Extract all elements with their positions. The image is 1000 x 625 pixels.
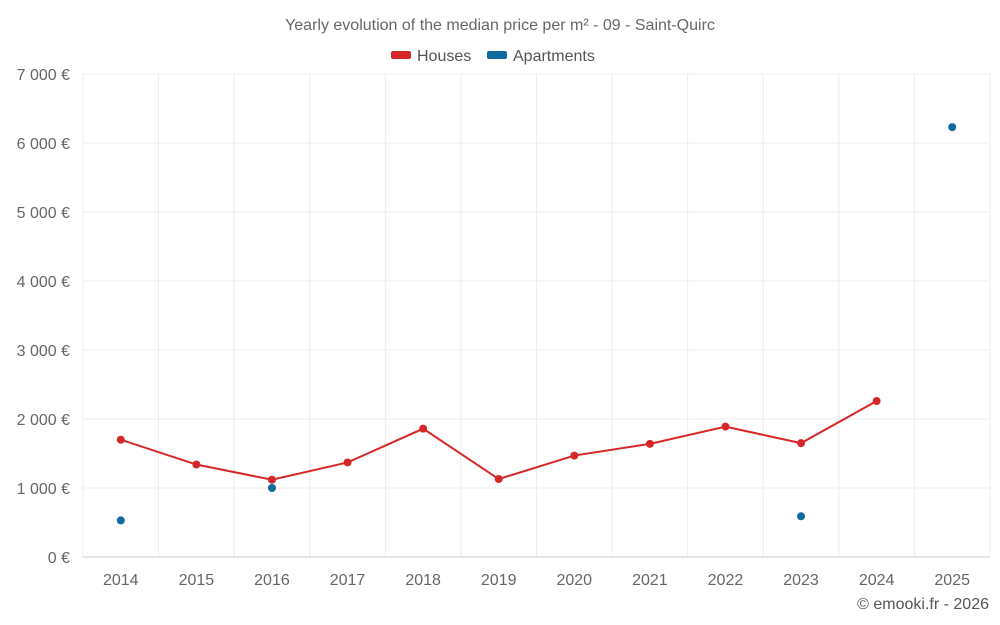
- legend-label-houses: Houses: [417, 48, 471, 65]
- x-tick-label: 2014: [103, 572, 139, 589]
- data-point-houses[interactable]: [872, 397, 881, 406]
- x-tick-label: 2023: [783, 572, 819, 589]
- data-point-houses[interactable]: [645, 439, 654, 448]
- data-point-houses[interactable]: [494, 475, 503, 484]
- data-point-apartments[interactable]: [948, 123, 957, 132]
- legend[interactable]: Houses Apartments: [391, 48, 595, 65]
- x-tick-label: 2020: [556, 572, 592, 589]
- legend-item-houses[interactable]: Houses: [391, 48, 471, 65]
- data-point-houses[interactable]: [116, 435, 125, 444]
- x-tick-label: 2018: [405, 572, 441, 589]
- data-point-houses[interactable]: [343, 458, 352, 467]
- data-point-apartments[interactable]: [797, 512, 806, 521]
- legend-item-apartments[interactable]: Apartments: [487, 48, 595, 65]
- y-tick-label: 1 000 €: [17, 481, 70, 498]
- x-tick-label: 2022: [708, 572, 744, 589]
- data-point-houses[interactable]: [797, 439, 806, 448]
- data-point-houses[interactable]: [419, 424, 428, 433]
- x-axis-ticks: 2014 2015 2016 2017 2018 2019 2020 2021 2022 2023…: [103, 572, 970, 589]
- series-points[interactable]: [116, 123, 957, 525]
- chart-title: Yearly evolution of the median price per…: [285, 17, 715, 34]
- x-tick-label: 2025: [934, 572, 970, 589]
- y-tick-label: 2 000 €: [17, 412, 70, 429]
- y-axis-ticks: 0 € 1 000 € 2 000 € 3 000 € 4 000 € 5 000 € 6 …: [17, 67, 70, 567]
- legend-label-apartments: Apartments: [513, 48, 595, 65]
- y-tick-label: 6 000 €: [17, 136, 70, 153]
- x-tick-label: 2021: [632, 572, 668, 589]
- data-point-houses[interactable]: [721, 422, 730, 431]
- data-point-houses[interactable]: [267, 475, 276, 484]
- y-tick-label: 7 000 €: [17, 67, 70, 84]
- data-point-houses[interactable]: [570, 451, 579, 460]
- x-tick-label: 2019: [481, 572, 517, 589]
- x-tick-label: 2024: [859, 572, 895, 589]
- y-tick-label: 4 000 €: [17, 274, 70, 291]
- data-point-houses[interactable]: [192, 460, 201, 469]
- x-tick-label: 2016: [254, 572, 290, 589]
- y-tick-label: 3 000 €: [17, 343, 70, 360]
- x-tick-label: 2017: [330, 572, 366, 589]
- credit-text[interactable]: © emooki.fr - 2026: [857, 596, 989, 613]
- legend-swatch-houses: [391, 51, 411, 59]
- legend-swatch-apartments: [487, 51, 507, 59]
- y-tick-label: 5 000 €: [17, 205, 70, 222]
- y-tick-label: 0 €: [48, 550, 70, 567]
- x-tick-label: 2015: [179, 572, 215, 589]
- data-point-apartments[interactable]: [267, 484, 276, 492]
- x-gridlines: [82, 74, 991, 557]
- data-point-apartments[interactable]: [116, 516, 125, 525]
